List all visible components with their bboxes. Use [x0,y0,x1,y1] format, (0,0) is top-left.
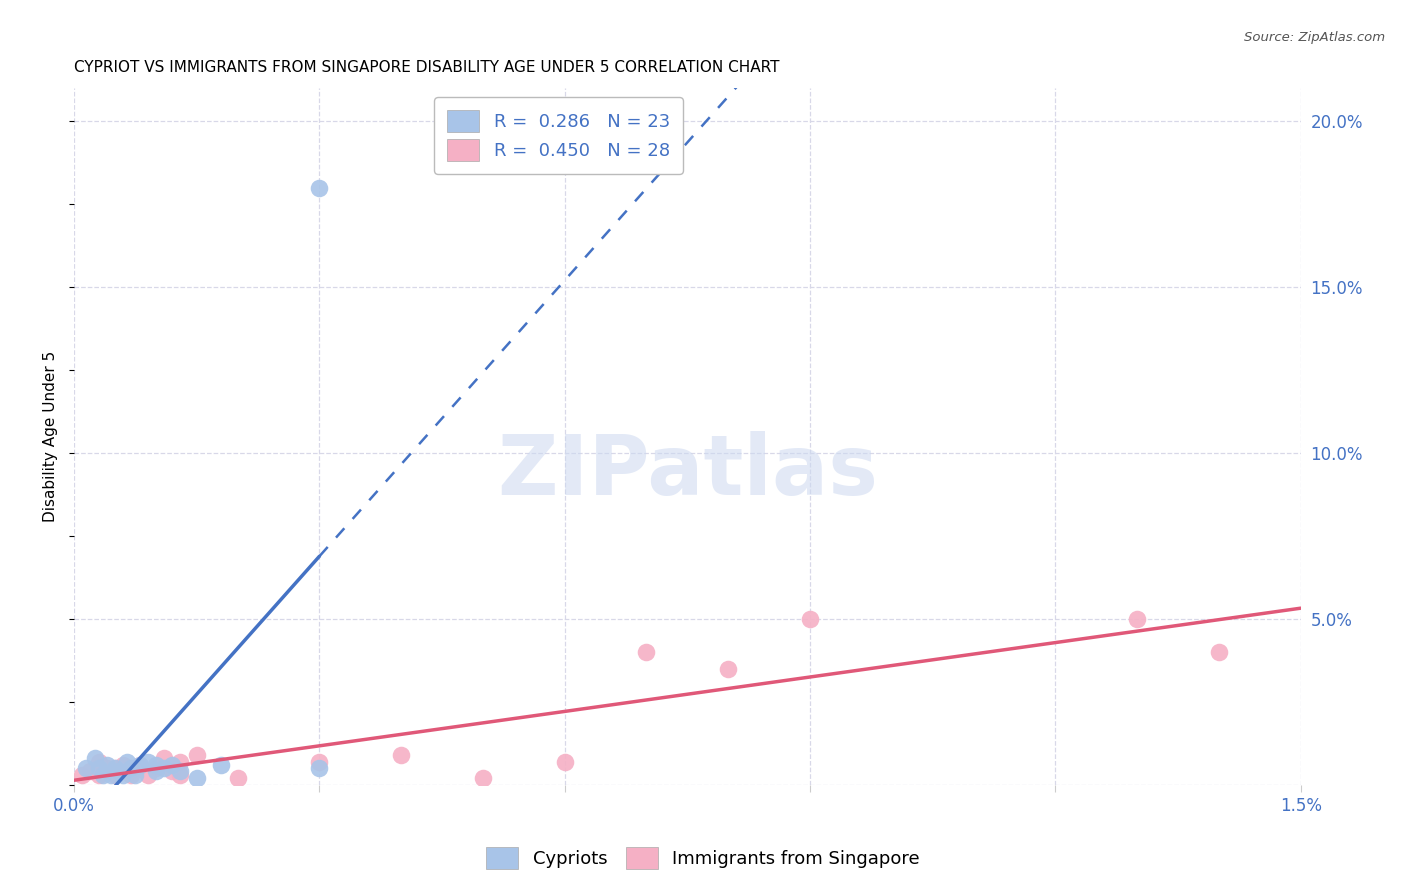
Point [104,768,127,782]
Point [104,761,127,775]
Point [160,764,183,779]
Point [96,757,118,772]
Point [1208,645,1230,659]
Text: Source: ZipAtlas.com: Source: ZipAtlas.com [1244,31,1385,45]
Point [87,755,110,769]
Point [799,612,821,626]
Point [91,768,114,782]
Point [120,764,142,779]
Y-axis label: Disability Age Under 5: Disability Age Under 5 [44,351,58,522]
Point [128,757,150,772]
Point [308,761,330,775]
Point [108,764,131,779]
Point [636,645,658,659]
Point [153,751,176,765]
Point [83,751,105,765]
Point [128,757,150,772]
Point [79,764,101,779]
Point [104,761,127,775]
Point [226,771,249,785]
Point [160,757,183,772]
Point [169,755,191,769]
Point [112,768,135,782]
Point [117,755,139,769]
Point [1126,612,1149,626]
Point [389,747,412,762]
Point [145,764,167,779]
Legend: R =  0.286   N = 23, R =  0.450   N = 28: R = 0.286 N = 23, R = 0.450 N = 28 [434,97,683,174]
Point [145,757,167,772]
Point [136,768,159,782]
Point [308,180,330,194]
Point [717,662,740,676]
Point [120,761,142,775]
Point [169,768,191,782]
Point [186,747,208,762]
Point [169,764,191,779]
Point [209,757,232,772]
Point [72,768,94,782]
Legend: Cypriots, Immigrants from Singapore: Cypriots, Immigrants from Singapore [477,838,929,879]
Point [145,761,167,775]
Point [186,771,208,785]
Point [124,768,146,782]
Text: CYPRIOT VS IMMIGRANTS FROM SINGAPORE DISABILITY AGE UNDER 5 CORRELATION CHART: CYPRIOT VS IMMIGRANTS FROM SINGAPORE DIS… [75,60,779,75]
Point [120,768,142,782]
Text: ZIPatlas: ZIPatlas [496,431,877,512]
Point [554,755,576,769]
Point [308,755,330,769]
Point [87,761,110,775]
Point [471,771,494,785]
Point [96,761,118,775]
Point [100,768,122,782]
Point [112,757,135,772]
Point [153,761,176,775]
Point [87,768,110,782]
Point [136,755,159,769]
Point [75,761,97,775]
